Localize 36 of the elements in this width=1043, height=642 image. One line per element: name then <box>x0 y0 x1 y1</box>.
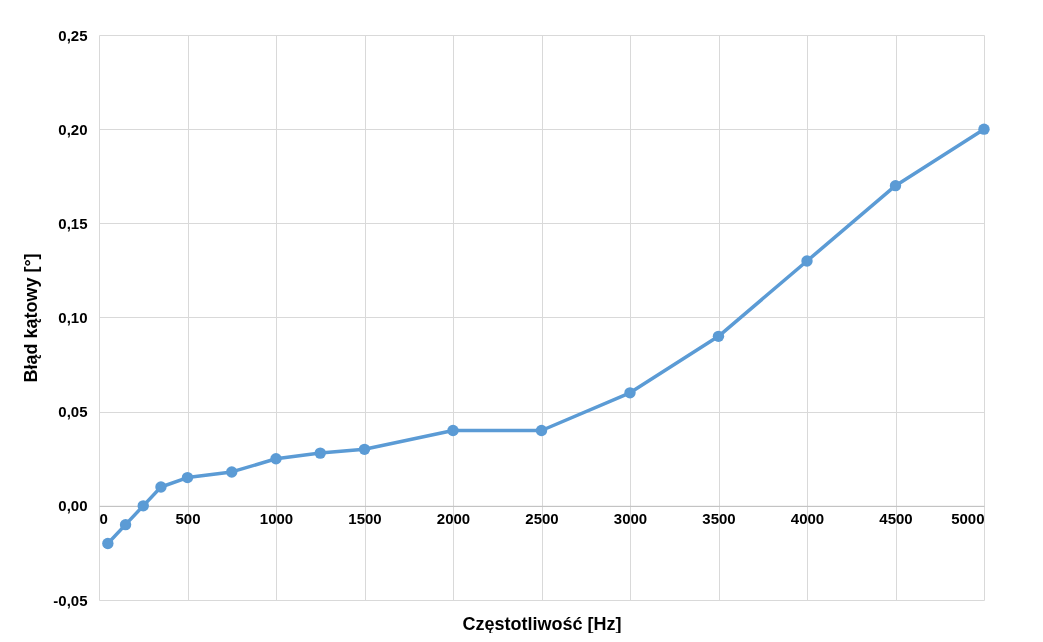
x-tick-label: 500 <box>175 510 201 528</box>
point <box>624 387 636 399</box>
point <box>226 466 238 478</box>
point <box>181 471 194 484</box>
point <box>978 123 990 135</box>
point <box>270 453 282 465</box>
point <box>155 481 167 493</box>
y-tick-label: 0,15 <box>58 214 88 232</box>
y-tick-label: 0,20 <box>58 120 88 138</box>
y-tick-label: 0,05 <box>58 403 88 421</box>
y-axis-title: Błąd kątowy [°] <box>21 253 42 383</box>
point <box>137 500 149 512</box>
point <box>119 518 132 531</box>
x-tick-label: 2500 <box>525 510 559 528</box>
y-tick-label: 0,00 <box>58 497 88 515</box>
y-tick-label: 0,10 <box>58 309 88 326</box>
point <box>102 537 114 550</box>
point <box>712 330 725 343</box>
x-tick-label: 5000 <box>951 510 985 528</box>
y-tick-label: -0,05 <box>53 591 88 609</box>
point <box>535 424 548 437</box>
point <box>358 443 371 456</box>
point <box>314 447 326 459</box>
x-tick-label: 2000 <box>436 510 471 528</box>
point <box>447 424 459 437</box>
y-tick-label: 0,25 <box>58 26 88 44</box>
x-tick-label: 0 <box>99 510 108 528</box>
x-tick-label: 4000 <box>790 510 825 528</box>
x-tick-label: 3500 <box>702 510 736 528</box>
x-tick-label: 1000 <box>259 510 294 528</box>
x-tick-label: 4500 <box>879 510 913 528</box>
x-tick-label: 3000 <box>613 510 648 528</box>
x-axis-title: Częstotliwość [Hz] <box>462 613 622 634</box>
x-tick-label: 1500 <box>348 510 382 528</box>
point <box>889 179 902 192</box>
point <box>801 255 813 267</box>
